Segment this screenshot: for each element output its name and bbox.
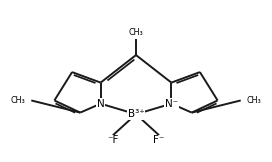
Text: B³⁺: B³⁺ [128, 109, 144, 119]
Text: ⁻F: ⁻F [107, 135, 119, 145]
Text: N: N [97, 99, 104, 109]
Text: CH₃: CH₃ [10, 96, 25, 105]
Text: F⁻: F⁻ [153, 135, 165, 145]
Text: CH₃: CH₃ [129, 28, 143, 37]
Text: N⁻: N⁻ [165, 99, 178, 109]
Text: CH₃: CH₃ [247, 96, 262, 105]
